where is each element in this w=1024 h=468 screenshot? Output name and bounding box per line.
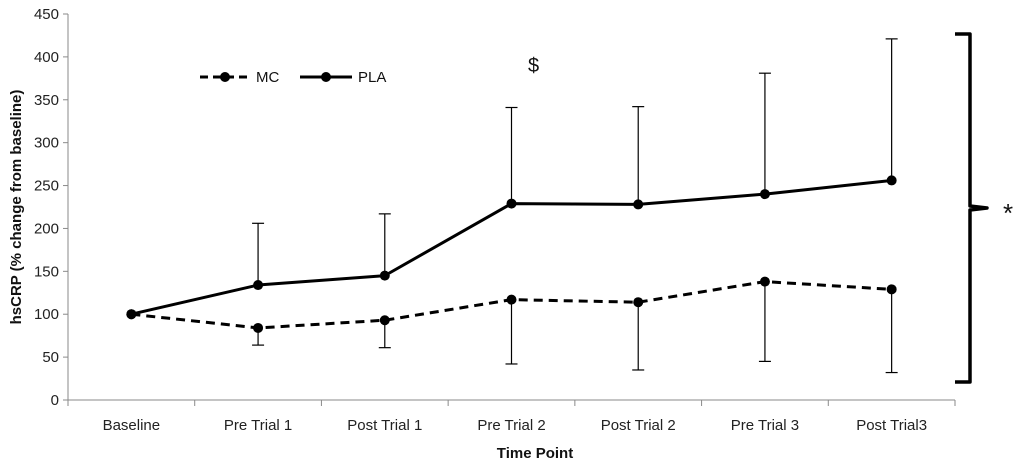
- data-point-pla: [886, 175, 897, 186]
- y-tick-label: 150: [34, 263, 59, 280]
- legend-mc-label: MC: [256, 69, 279, 86]
- y-tick-label: 200: [34, 220, 59, 237]
- data-point-pla: [126, 309, 137, 320]
- y-tick-label: 300: [34, 135, 59, 152]
- asterisk-annotation: *: [1003, 198, 1013, 228]
- y-tick-label: 100: [34, 306, 59, 323]
- y-axis-title: hsCRP (% change from baseline): [8, 90, 25, 325]
- legend-mc-marker: [220, 72, 230, 82]
- x-tick-label: Pre Trial 2: [477, 417, 545, 434]
- x-tick-label: Post Trial3: [856, 417, 927, 434]
- legend-pla-marker: [321, 72, 331, 82]
- y-tick-label: 450: [34, 6, 59, 23]
- y-tick-label: 50: [42, 349, 59, 366]
- error-bars: [252, 38, 898, 374]
- data-point-pla: [633, 199, 644, 210]
- data-point-mc: [506, 294, 517, 305]
- axes: 0 50 100 150 200 250 300 350 400 450 Baseline Pre T…: [34, 6, 956, 434]
- y-tick-label: 250: [34, 178, 59, 195]
- dollar-annotation: $: [528, 55, 539, 77]
- x-tick-label: Post Trial 2: [601, 417, 676, 434]
- data-point-mc: [379, 315, 390, 326]
- x-tick-label: Pre Trial 3: [731, 417, 799, 434]
- series-points: [126, 175, 897, 333]
- data-point-mc: [633, 297, 644, 308]
- significance-bracket: [955, 32, 989, 384]
- data-point-pla: [759, 189, 770, 200]
- data-point-pla: [379, 270, 390, 281]
- legend-pla-label: PLA: [358, 69, 386, 86]
- x-tick-label: Post Trial 1: [347, 417, 422, 434]
- x-tick-label: Baseline: [103, 417, 161, 434]
- legend: MC PLA: [200, 69, 386, 86]
- y-tick-label: 400: [34, 49, 59, 66]
- data-point-pla: [506, 198, 517, 209]
- x-tick-label: Pre Trial 1: [224, 417, 292, 434]
- y-tick-label: 0: [51, 392, 59, 409]
- data-point-mc: [886, 284, 897, 295]
- data-point-mc: [759, 276, 770, 287]
- data-point-mc: [253, 322, 264, 333]
- x-axis-title: Time Point: [497, 445, 573, 462]
- y-tick-label: 350: [34, 92, 59, 109]
- data-point-pla: [253, 280, 264, 291]
